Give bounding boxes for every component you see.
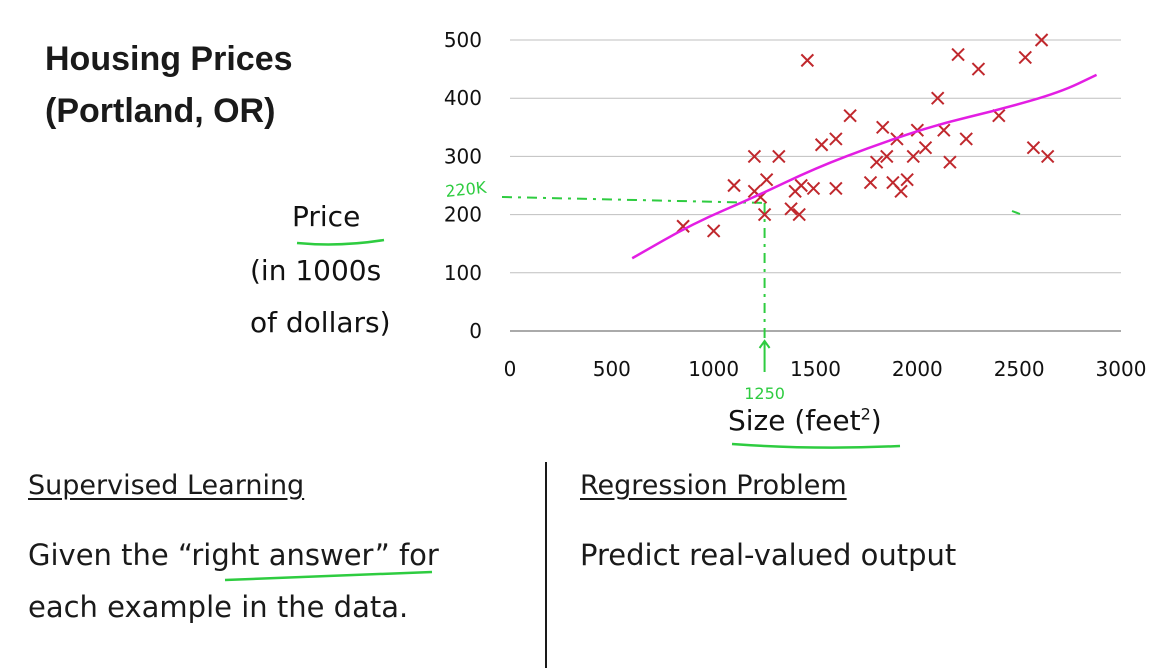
x-axis-label-text: Size (feet [728,404,861,437]
guide-arrow [758,339,771,372]
data-point-26 [900,172,914,187]
data-point-39 [1034,33,1049,47]
x-tick-label-2000: 2000 [892,357,943,381]
data-point-18 [843,108,857,123]
x-tick-label-1500: 1500 [790,357,841,381]
y-tick-label-200: 200 [444,203,482,227]
data-point-2 [727,178,741,193]
x-axis-label-suffix: ) [870,404,882,437]
price-underline-stroke [296,238,385,246]
data-point-40 [1040,149,1055,164]
data-point-37 [1018,50,1032,65]
y-tick-label-500: 500 [444,28,482,52]
supervised-learning-heading: Supervised Learning [28,470,305,501]
data-point-35 [971,62,986,76]
stray-mark-stroke [1011,210,1021,215]
y-axis-label-line-1: Price [292,200,361,233]
data-point-34 [959,132,973,146]
data-point-3 [747,149,762,164]
data-point-8 [772,149,786,164]
y-tick-label-0: 0 [469,319,482,343]
supervised-learning-body-line-2: each example in the data. [28,590,409,624]
data-point-1 [706,224,721,238]
data-point-30 [930,91,945,105]
data-point-6 [757,207,772,222]
data-point-0 [676,219,690,233]
x-tick-label-0: 0 [504,357,517,381]
size-annotation: 1250 [744,384,785,403]
section-divider [545,462,547,668]
data-point-31 [937,123,951,137]
guide-horizontal-line [501,195,765,204]
data-point-12 [794,178,808,193]
data-point-7 [759,172,774,187]
data-point-11 [792,207,806,222]
y-axis-label-line-2: (in 1000s [250,254,382,287]
x-axis-label: Size (feet2) [728,404,882,437]
right-answer-underline-stroke [224,570,433,582]
data-point-21 [876,120,890,135]
x-axis-label-exponent: 2 [860,404,871,424]
data-point-32 [943,155,957,169]
data-point-20 [869,155,884,169]
data-point-33 [951,47,965,62]
fit-line [631,73,1098,260]
x-tick-label-1000: 1000 [688,357,739,381]
y-tick-label-300: 300 [444,144,482,168]
y-axis-label-line-3: of dollars) [250,306,391,339]
data-point-13 [800,53,815,68]
x-tick-label-3000: 3000 [1096,357,1147,381]
data-point-27 [906,149,920,164]
data-point-16 [829,181,843,196]
data-point-15 [814,138,829,152]
data-point-14 [806,181,821,196]
supervised-learning-body-line-1: Given the “right answer” for [28,538,439,572]
data-point-38 [1026,140,1041,155]
regression-problem-body: Predict real-valued output [580,538,957,572]
data-point-25 [894,184,908,199]
data-point-29 [918,140,933,155]
x-tick-label-500: 500 [593,357,631,381]
data-point-9 [784,202,798,216]
data-point-19 [863,175,878,190]
regression-problem-heading: Regression Problem [580,470,847,501]
x-tick-label-2500: 2500 [994,357,1045,381]
y-tick-label-400: 400 [444,86,482,110]
chart-title-line-1: Housing Prices [45,40,293,78]
chart-title-line-2: (Portland, OR) [45,92,276,130]
y-tick-label-100: 100 [444,261,482,285]
price-annotation: 220K [444,178,487,201]
data-point-22 [880,149,894,164]
size-underline-stroke [731,442,901,449]
data-point-17 [829,132,843,146]
